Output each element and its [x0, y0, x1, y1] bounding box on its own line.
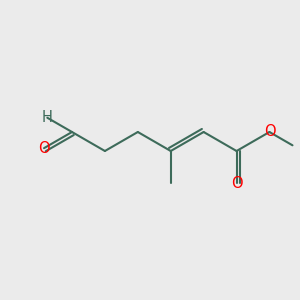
Text: O: O [38, 141, 50, 156]
Text: H: H [42, 110, 53, 125]
Text: O: O [264, 124, 275, 140]
Text: O: O [231, 176, 242, 191]
